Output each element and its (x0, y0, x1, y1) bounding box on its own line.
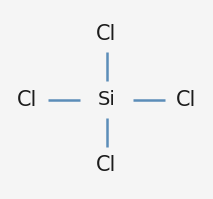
Text: Cl: Cl (17, 90, 37, 109)
Text: Cl: Cl (176, 90, 196, 109)
Text: Cl: Cl (96, 155, 117, 175)
Text: Si: Si (98, 90, 115, 109)
Text: Cl: Cl (96, 24, 117, 44)
